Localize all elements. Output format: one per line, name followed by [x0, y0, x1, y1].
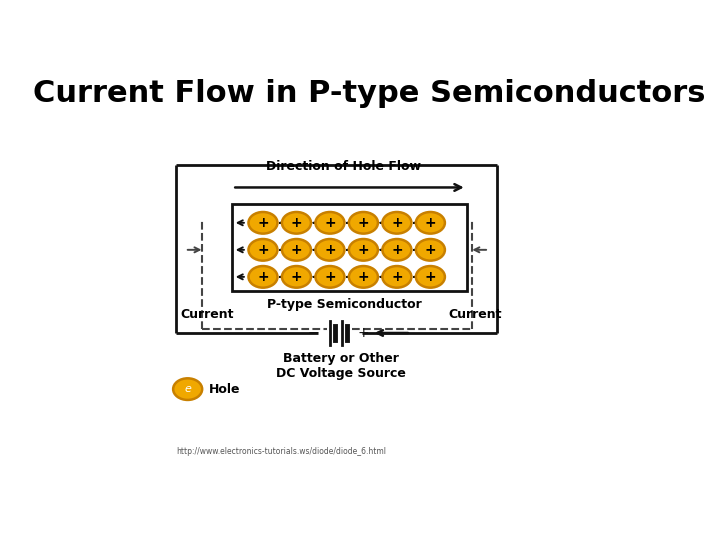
Text: −: −	[307, 326, 319, 340]
Text: +: +	[358, 326, 369, 340]
Text: +: +	[324, 243, 336, 257]
Circle shape	[315, 239, 344, 261]
Circle shape	[349, 239, 378, 261]
Text: +: +	[358, 270, 369, 284]
Circle shape	[248, 266, 277, 288]
Text: +: +	[291, 216, 302, 230]
Circle shape	[282, 266, 311, 288]
Text: +: +	[425, 216, 436, 230]
Circle shape	[416, 212, 445, 234]
Text: Current Flow in P-type Semiconductors: Current Flow in P-type Semiconductors	[32, 79, 706, 109]
Text: +: +	[358, 243, 369, 257]
Circle shape	[248, 212, 277, 234]
Text: e: e	[184, 384, 191, 394]
Bar	[233, 204, 467, 292]
Text: +: +	[291, 243, 302, 257]
Circle shape	[315, 212, 344, 234]
Text: Hole: Hole	[209, 383, 240, 396]
Text: +: +	[358, 216, 369, 230]
Text: Current: Current	[181, 308, 234, 321]
Circle shape	[382, 239, 411, 261]
Text: +: +	[257, 243, 269, 257]
Text: http://www.electronics-tutorials.ws/diode/diode_6.html: http://www.electronics-tutorials.ws/diod…	[176, 447, 387, 456]
Text: +: +	[391, 270, 402, 284]
Text: +: +	[324, 216, 336, 230]
Text: +: +	[257, 216, 269, 230]
Text: +: +	[425, 270, 436, 284]
Text: +: +	[425, 243, 436, 257]
Text: +: +	[391, 216, 402, 230]
Circle shape	[382, 212, 411, 234]
Circle shape	[282, 212, 311, 234]
Text: Battery or Other
DC Voltage Source: Battery or Other DC Voltage Source	[276, 352, 406, 380]
Circle shape	[282, 239, 311, 261]
Circle shape	[349, 266, 378, 288]
Text: +: +	[324, 270, 336, 284]
Text: +: +	[291, 270, 302, 284]
Text: +: +	[391, 243, 402, 257]
Text: Direction of Hole Flow: Direction of Hole Flow	[266, 160, 421, 173]
Text: P-type Semiconductor: P-type Semiconductor	[266, 298, 421, 310]
Text: +: +	[257, 270, 269, 284]
Circle shape	[173, 379, 202, 400]
Circle shape	[416, 266, 445, 288]
Circle shape	[248, 239, 277, 261]
Circle shape	[382, 266, 411, 288]
Circle shape	[315, 266, 344, 288]
Text: Current: Current	[449, 308, 502, 321]
Circle shape	[416, 239, 445, 261]
Circle shape	[349, 212, 378, 234]
